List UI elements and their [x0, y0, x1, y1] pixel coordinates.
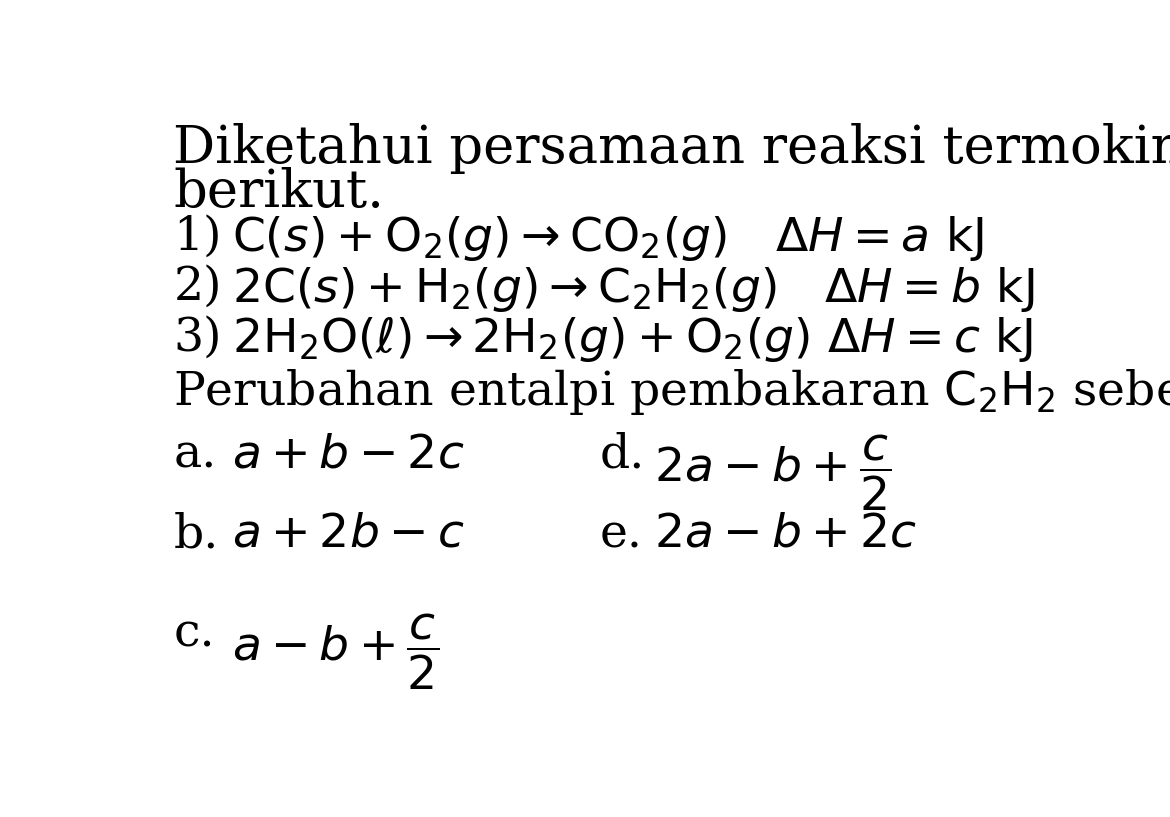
Text: $\mathrm{C}(s) + \mathrm{O_2}(g) \rightarrow \mathrm{CO_2}(g)$$\quad \Delta H = : $\mathrm{C}(s) + \mathrm{O_2}(g) \righta…: [233, 214, 984, 263]
Text: d.: d.: [599, 433, 645, 478]
Text: e.: e.: [599, 512, 642, 557]
Text: $\mathrm{2C}(s) + \mathrm{H_2}(g) \rightarrow \mathrm{C_2H_2}(g)$$\quad \Delta H: $\mathrm{2C}(s) + \mathrm{H_2}(g) \right…: [233, 265, 1034, 314]
Text: 1): 1): [173, 214, 222, 260]
Text: $2a - b + 2c$: $2a - b + 2c$: [654, 512, 916, 557]
Text: Diketahui persamaan reaksi termokimia sebagai: Diketahui persamaan reaksi termokimia se…: [173, 123, 1170, 175]
Text: 3): 3): [173, 315, 222, 360]
Text: c.: c.: [173, 611, 215, 656]
Text: $a + 2b - c$: $a + 2b - c$: [233, 512, 464, 557]
Text: b.: b.: [173, 512, 219, 557]
Text: berikut.: berikut.: [173, 167, 385, 218]
Text: $a + b - 2c$: $a + b - 2c$: [233, 433, 464, 478]
Text: 2): 2): [173, 265, 222, 310]
Text: $2a - b + \dfrac{c}{2}$: $2a - b + \dfrac{c}{2}$: [654, 433, 892, 513]
Text: a.: a.: [173, 433, 216, 478]
Text: $\mathrm{2H_2O}(\ell) \rightarrow \mathrm{2H_2}(g) + \mathrm{O_2}(g)\ \Delta H =: $\mathrm{2H_2O}(\ell) \rightarrow \mathr…: [233, 315, 1033, 364]
Text: $a - b + \dfrac{c}{2}$: $a - b + \dfrac{c}{2}$: [233, 611, 440, 691]
Text: Perubahan entalpi pembakaran $\mathrm{C_2H_2}$ sebesar . . . .: Perubahan entalpi pembakaran $\mathrm{C_…: [173, 368, 1170, 417]
